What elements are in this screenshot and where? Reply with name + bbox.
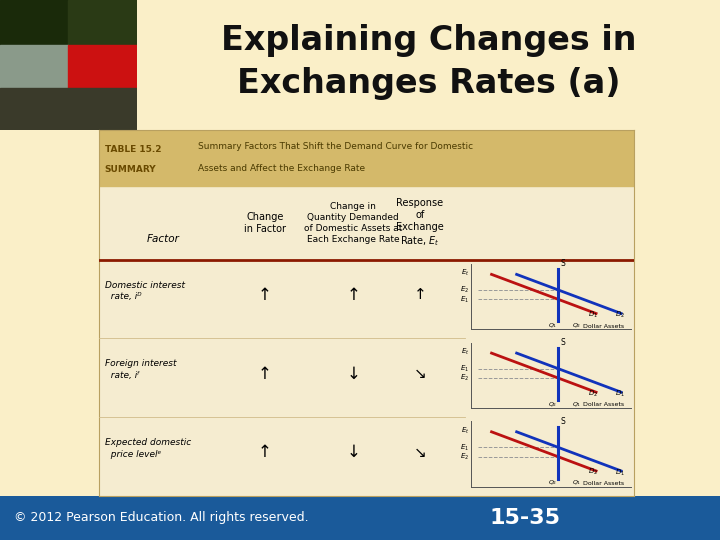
Bar: [0, 0, 68, 45]
Text: $E_2$: $E_2$: [460, 373, 469, 383]
Text: Assets and Affect the Exchange Rate: Assets and Affect the Exchange Rate: [198, 164, 365, 173]
Bar: [0, 45, 68, 88]
Text: TABLE 15.2: TABLE 15.2: [104, 145, 161, 154]
Text: $Q_1$: $Q_1$: [572, 400, 581, 409]
Text: Dollar Assets: Dollar Assets: [582, 481, 624, 486]
Text: $D_2$: $D_2$: [615, 310, 625, 320]
Text: $E_2$: $E_2$: [460, 285, 469, 295]
Bar: [0, 88, 137, 130]
Text: $D_1$: $D_1$: [615, 389, 625, 399]
Text: Change in
Quantity Demanded
of Domestic Assets at
Each Exchange Rate: Change in Quantity Demanded of Domestic …: [304, 202, 402, 244]
Text: $D_1$: $D_1$: [588, 309, 598, 320]
Text: S: S: [561, 259, 565, 268]
Text: ↑: ↑: [258, 364, 272, 383]
Text: $E_1$: $E_1$: [460, 442, 469, 453]
Text: $Q_1$: $Q_1$: [548, 321, 557, 330]
Text: Change
in Factor: Change in Factor: [244, 212, 286, 234]
Bar: [99, 130, 634, 186]
Text: S: S: [561, 416, 565, 426]
Text: $Q_1$: $Q_1$: [572, 478, 581, 488]
Text: $E_t$: $E_t$: [461, 347, 469, 357]
Text: Dollar Assets: Dollar Assets: [582, 323, 624, 328]
Bar: [68, 45, 137, 88]
Text: ↑: ↑: [346, 286, 360, 304]
Text: Domestic interest
  rate, iᴰ: Domestic interest rate, iᴰ: [104, 281, 185, 301]
Text: ↑: ↑: [258, 443, 272, 461]
Text: $E_1$: $E_1$: [460, 294, 469, 305]
Text: ↓: ↓: [346, 364, 360, 383]
Text: © 2012 Pearson Education. All rights reserved.: © 2012 Pearson Education. All rights res…: [14, 511, 309, 524]
Text: $Q_2$: $Q_2$: [548, 478, 557, 488]
Text: ↘: ↘: [413, 445, 426, 460]
Text: ↑: ↑: [413, 287, 426, 302]
Text: Foreign interest
  rate, iᶠ: Foreign interest rate, iᶠ: [104, 360, 176, 380]
Text: Expected domestic
  price levelᵉ: Expected domestic price levelᵉ: [104, 438, 191, 459]
Text: Summary Factors That Shift the Demand Curve for Domestic: Summary Factors That Shift the Demand Cu…: [198, 142, 473, 151]
Text: 15-35: 15-35: [490, 508, 561, 528]
Text: ↓: ↓: [346, 443, 360, 461]
Text: $E_t$: $E_t$: [461, 268, 469, 278]
Text: $E_2$: $E_2$: [460, 452, 469, 462]
Text: $D_1$: $D_1$: [615, 468, 625, 478]
Bar: [68, 0, 137, 45]
Text: Factor: Factor: [147, 234, 180, 245]
Text: ↑: ↑: [258, 286, 272, 304]
Text: S: S: [561, 338, 565, 347]
Text: Response
of
Exchange
Rate, $E_t$: Response of Exchange Rate, $E_t$: [396, 198, 444, 248]
Text: Dollar Assets: Dollar Assets: [582, 402, 624, 407]
Text: Explaining Changes in
Exchanges Rates (a): Explaining Changes in Exchanges Rates (a…: [220, 24, 636, 100]
Text: $Q_2$: $Q_2$: [572, 321, 581, 330]
Text: $E_t$: $E_t$: [461, 426, 469, 436]
Text: $D_2$: $D_2$: [588, 388, 598, 399]
Text: $E_1$: $E_1$: [460, 363, 469, 374]
Text: ↘: ↘: [413, 366, 426, 381]
Text: SUMMARY: SUMMARY: [104, 165, 156, 174]
Text: $D_2$: $D_2$: [588, 467, 598, 477]
Text: $Q_2$: $Q_2$: [548, 400, 557, 409]
